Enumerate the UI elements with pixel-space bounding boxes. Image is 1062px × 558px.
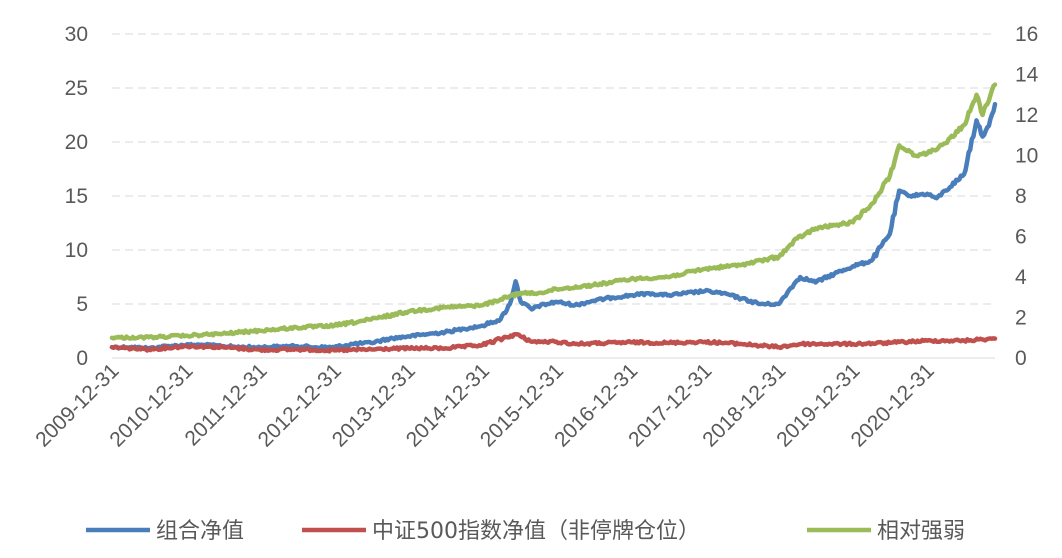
legend: 组合净值 中证500指数净值（非停牌仓位） 相对强弱 [86,519,965,544]
right-tick-label: 8 [1015,185,1027,208]
right-tick-label: 6 [1015,226,1027,249]
legend-label: 相对强弱 [877,519,965,544]
gridlines [112,33,995,305]
series-line [109,331,998,354]
left-tick-label: 15 [65,185,88,208]
right-tick-label: 14 [1015,64,1039,87]
series-line [109,82,998,341]
series-line [109,101,998,352]
series-group [109,82,998,354]
right-tick-label: 16 [1015,23,1038,46]
x-axis-ticks: 2009-12-312010-12-312011-12-312012-12-31… [31,359,938,451]
right-tick-label: 4 [1015,266,1027,289]
right-tick-label: 2 [1015,307,1027,330]
legend-label: 组合净值 [156,519,244,544]
left-tick-label: 0 [76,347,88,370]
right-tick-label: 0 [1015,347,1027,370]
left-tick-label: 10 [65,239,88,262]
right-axis-ticks: 0 2 4 6 8 10 12 14 16 [1015,23,1039,370]
left-tick-label: 20 [65,131,88,154]
left-axis-ticks: 0 5 10 15 20 25 30 [65,23,88,370]
legend-label: 中证500指数净值（非停牌仓位） [372,519,700,544]
right-tick-label: 12 [1015,104,1038,127]
left-tick-label: 30 [65,23,88,46]
left-tick-label: 5 [76,293,88,316]
right-tick-label: 10 [1015,145,1038,168]
left-tick-label: 25 [65,77,88,100]
